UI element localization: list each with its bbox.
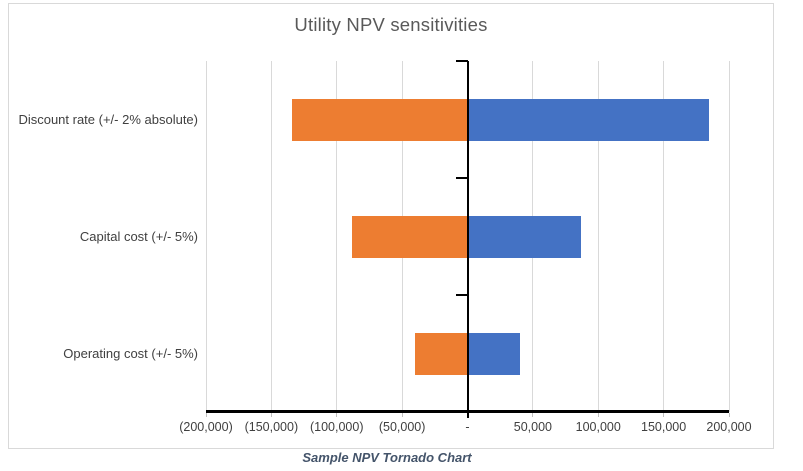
- value-axis-label: (50,000): [378, 420, 426, 434]
- category-axis-tick: [456, 60, 468, 62]
- value-axis-tick: [401, 413, 403, 417]
- value-axis-label: 50,000: [513, 420, 552, 434]
- value-axis-label: -: [465, 420, 470, 434]
- category-label: Operating cost (+/- 5%): [63, 345, 198, 361]
- chart-caption: Sample NPV Tornado Chart: [302, 450, 472, 465]
- value-axis-tick: [532, 413, 534, 417]
- value-axis-label: 100,000: [575, 420, 621, 434]
- value-axis-label: (150,000): [244, 420, 299, 434]
- category-axis-line: [466, 61, 469, 418]
- bar-low-discount-rate-2-absolute: [292, 98, 468, 141]
- value-axis-tick: [728, 413, 730, 417]
- value-axis-tick: [597, 413, 599, 417]
- value-axis-label: 150,000: [641, 420, 687, 434]
- value-axis-tick: [336, 413, 338, 417]
- plot-gridline: [597, 61, 599, 412]
- category-axis-tick: [456, 177, 468, 179]
- bar-high-capital-cost-5: [467, 215, 582, 258]
- plot-gridline: [205, 61, 207, 412]
- category-axis-tick: [456, 294, 468, 296]
- category-label: Discount rate (+/- 2% absolute): [18, 111, 198, 127]
- value-axis-label: (200,000): [179, 420, 233, 434]
- value-axis-label: (100,000): [309, 420, 364, 434]
- value-axis-label: 200,000: [706, 420, 752, 434]
- chart-title: Utility NPV sensitivities: [294, 14, 488, 35]
- value-axis-tick: [205, 413, 207, 417]
- value-axis-tick: [270, 413, 272, 417]
- bar-low-operating-cost-5: [415, 332, 468, 375]
- bar-low-capital-cost-5: [352, 215, 468, 258]
- bar-high-operating-cost-5: [467, 332, 520, 375]
- bar-high-discount-rate-2-absolute: [467, 98, 710, 141]
- value-axis-tick: [663, 413, 665, 417]
- value-axis-line: [206, 410, 729, 413]
- plot-gridline: [270, 61, 272, 412]
- plot-gridline: [728, 61, 730, 412]
- category-label: Capital cost (+/- 5%): [79, 228, 198, 244]
- plot-gridline: [663, 61, 665, 412]
- plot-gridline: [336, 61, 338, 412]
